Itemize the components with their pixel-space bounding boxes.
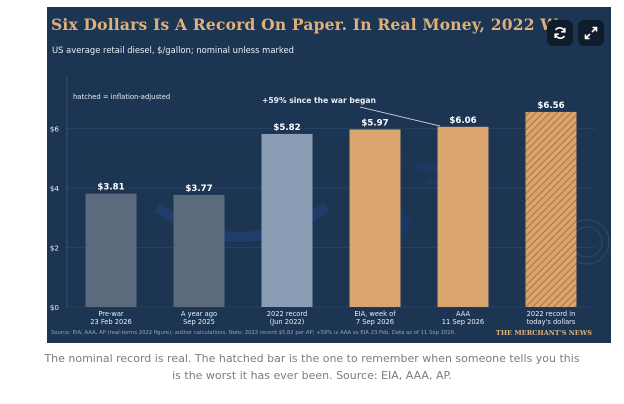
expand-icon	[584, 26, 598, 40]
bar-value-label: $5.82	[273, 123, 300, 133]
y-tick-label: $6	[50, 125, 60, 134]
source-note: Source: EIA, AAA, AP (real-terms 2022 fi…	[51, 330, 456, 336]
x-tick-label: Pre-war	[98, 310, 124, 318]
chart-card: $0 $2 $4 $6 $3.81 Pre-war 23 Feb 2026 $3.77 A y…	[47, 7, 611, 343]
refresh-icon	[554, 27, 566, 39]
y-tick-label: $0	[50, 303, 60, 312]
x-tick-label: 23 Feb 2026	[90, 318, 132, 326]
x-tick-label: today's dollars	[527, 318, 576, 326]
figure-caption: The nominal record is real. The hatched …	[44, 352, 580, 382]
x-tick-label: AAA	[456, 310, 471, 318]
legend-note: hatched = inflation-adjusted	[73, 93, 170, 101]
bar	[261, 133, 313, 307]
annotation-leader-line	[359, 106, 441, 127]
refresh-button[interactable]	[547, 20, 573, 46]
expand-button[interactable]	[578, 20, 604, 46]
bar	[525, 111, 577, 307]
y-tick-label: $4	[50, 184, 60, 193]
bar-value-label: $6.56	[537, 101, 564, 111]
bar-value-label: $3.81	[97, 183, 124, 193]
bar	[173, 194, 225, 307]
x-tick-label: Sep 2025	[183, 318, 215, 326]
bar	[349, 129, 401, 307]
y-tick-label: $2	[50, 244, 59, 253]
bar-value-label: $6.06	[449, 116, 476, 126]
chart-title: Six Dollars Is A Record On Paper. In Rea…	[51, 15, 571, 34]
x-tick-label: 2022 record in	[527, 310, 576, 318]
x-tick-label: A year ago	[181, 310, 217, 318]
bar	[85, 193, 137, 307]
bar	[437, 126, 489, 307]
x-tick-label: 11 Sep 2026	[442, 318, 484, 326]
x-tick-label: 2022 record	[267, 310, 308, 318]
x-tick-label: 7 Sep 2026	[356, 318, 394, 326]
chart-subtitle: US average retail diesel, $/gallon; nomi…	[52, 45, 294, 55]
x-tick-label: (Jun 2022)	[270, 318, 305, 326]
grid-layer: $0 $2 $4 $6	[50, 77, 595, 312]
brand-mark: THE MERCHANT'S NEWS	[496, 329, 592, 337]
war-annotation: +59% since the war began	[262, 96, 376, 105]
bar-value-label: $5.97	[361, 118, 388, 128]
x-tick-label: EIA, week of	[354, 310, 396, 318]
bars-layer	[85, 111, 577, 307]
bar-value-label: $3.77	[185, 184, 212, 194]
